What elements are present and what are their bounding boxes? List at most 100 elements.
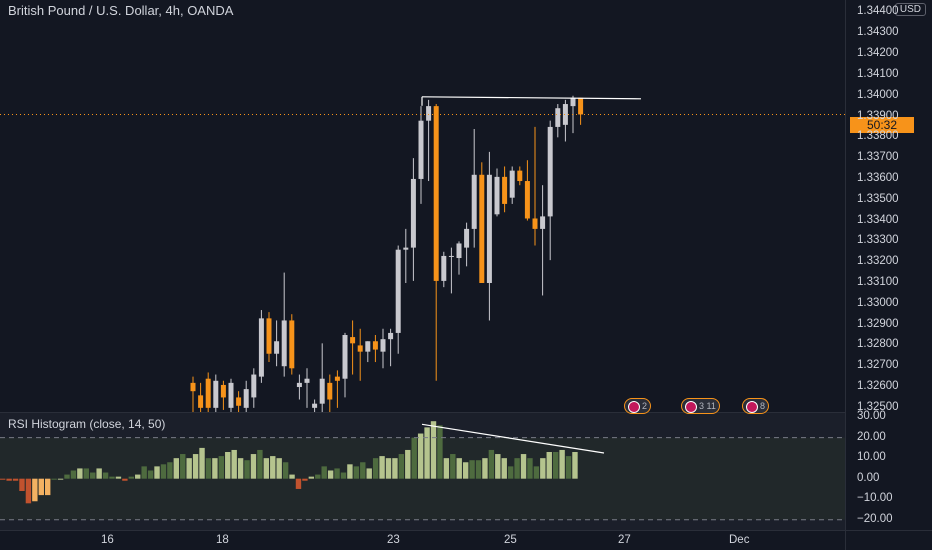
time-tick-label: 27 bbox=[618, 534, 631, 546]
price-tick-label: 1.33900 bbox=[857, 109, 899, 122]
rsi-bar bbox=[270, 456, 276, 479]
rsi-tick-label: 30.00 bbox=[857, 410, 886, 423]
candle-body bbox=[524, 181, 530, 219]
candle-body bbox=[304, 378, 310, 383]
rsi-divergence-line bbox=[421, 423, 605, 454]
rsi-bar bbox=[379, 456, 385, 479]
rsi-tick-label: −20.00 bbox=[857, 512, 893, 525]
price-tick-label: 1.32700 bbox=[857, 359, 899, 372]
candle-body bbox=[190, 382, 196, 392]
rsi-bar bbox=[475, 460, 482, 479]
rsi-bar bbox=[263, 458, 270, 479]
rsi-bar bbox=[205, 458, 212, 479]
rsi-bar bbox=[160, 464, 167, 479]
price-tick-label: 1.34000 bbox=[857, 88, 899, 101]
time-tick-label: Dec bbox=[729, 534, 750, 546]
candle-body bbox=[350, 337, 356, 344]
price-tick-label: 1.32800 bbox=[857, 338, 899, 351]
rsi-bar bbox=[507, 466, 514, 479]
resistance-line bbox=[421, 96, 642, 100]
candle-body bbox=[418, 120, 424, 179]
candle-body bbox=[547, 126, 553, 217]
rsi-bar bbox=[347, 464, 353, 479]
rsi-bar bbox=[360, 462, 366, 479]
rsi-bar bbox=[572, 452, 578, 479]
event-flag-2[interactable]: 3 11 bbox=[681, 398, 720, 414]
rsi-bar bbox=[353, 466, 360, 479]
rsi-bar bbox=[109, 476, 115, 479]
candle-body bbox=[532, 218, 538, 229]
rsi-bar bbox=[212, 458, 218, 479]
time-tick-label: 23 bbox=[387, 534, 400, 546]
rsi-bar bbox=[180, 454, 186, 479]
price-tick-label: 1.34400 bbox=[857, 5, 899, 18]
rsi-bar bbox=[315, 474, 321, 479]
price-tick-label: 1.33400 bbox=[857, 213, 899, 226]
rsi-bar bbox=[64, 474, 70, 479]
event-flag-1[interactable]: 2 bbox=[624, 398, 652, 414]
rsi-bar bbox=[115, 476, 122, 479]
rsi-bar bbox=[334, 468, 340, 479]
rsi-bar bbox=[51, 478, 57, 480]
price-tick-label: 1.34200 bbox=[857, 47, 899, 60]
candle-body bbox=[578, 97, 584, 115]
rsi-tick-label: −10.00 bbox=[857, 492, 893, 505]
rsi-histogram bbox=[0, 421, 578, 504]
candle-body bbox=[486, 174, 492, 283]
candle-body bbox=[403, 247, 409, 250]
time-tick-label: 25 bbox=[504, 534, 517, 546]
rsi-bar bbox=[321, 466, 327, 479]
candle-body bbox=[205, 378, 211, 408]
candle-body bbox=[372, 341, 378, 350]
rsi-bar bbox=[302, 478, 308, 481]
candle-body bbox=[274, 341, 280, 354]
price-tick-label: 1.34300 bbox=[857, 26, 899, 39]
candle-body bbox=[365, 341, 371, 352]
currency-button[interactable]: USD bbox=[894, 3, 926, 16]
candle-body bbox=[388, 332, 394, 340]
candle-body bbox=[228, 382, 234, 408]
rsi-bar bbox=[450, 454, 456, 479]
rsi-bar bbox=[385, 458, 392, 479]
candle-body bbox=[380, 339, 386, 352]
rsi-bar bbox=[38, 478, 44, 496]
candle-body bbox=[198, 395, 204, 408]
candle-body bbox=[517, 170, 523, 182]
chart-title: British Pound / U.S. Dollar, 4h, OANDA bbox=[8, 3, 234, 18]
rsi-bar bbox=[147, 470, 154, 479]
rsi-bar bbox=[411, 437, 417, 479]
rsi-bar bbox=[250, 454, 257, 479]
candle-body bbox=[464, 228, 470, 248]
price-tick-label: 1.32900 bbox=[857, 317, 899, 330]
rsi-bar bbox=[6, 478, 12, 481]
candle-body bbox=[251, 374, 257, 398]
rsi-bar bbox=[430, 421, 437, 479]
candle-body bbox=[494, 176, 500, 215]
event-flag-3[interactable]: 8 bbox=[742, 398, 770, 414]
rsi-bar bbox=[289, 474, 295, 479]
rsi-bar bbox=[488, 449, 495, 479]
rsi-bar bbox=[482, 458, 488, 479]
rsi-bar bbox=[501, 458, 507, 479]
candle-body bbox=[357, 345, 363, 352]
candle-body bbox=[509, 170, 515, 198]
uk-flag-icon bbox=[685, 400, 697, 413]
rsi-title: RSI Histogram (close, 14, 50) bbox=[8, 417, 166, 431]
rsi-bar bbox=[340, 472, 347, 479]
rsi-bar bbox=[102, 472, 109, 479]
candle-body bbox=[296, 382, 302, 388]
price-tick-label: 1.34100 bbox=[857, 67, 899, 80]
rsi-bar bbox=[70, 470, 77, 479]
rsi-bar bbox=[128, 476, 134, 479]
rsi-bar bbox=[57, 478, 64, 480]
candle-body bbox=[441, 255, 447, 281]
rsi-bar bbox=[392, 458, 398, 479]
rsi-bar bbox=[417, 433, 424, 479]
rsi-bar bbox=[437, 425, 443, 479]
rsi-bar bbox=[405, 449, 411, 479]
candle-body bbox=[570, 97, 576, 107]
price-tick-label: 1.33100 bbox=[857, 275, 899, 288]
rsi-bar bbox=[366, 468, 372, 479]
rsi-bar bbox=[237, 458, 244, 479]
